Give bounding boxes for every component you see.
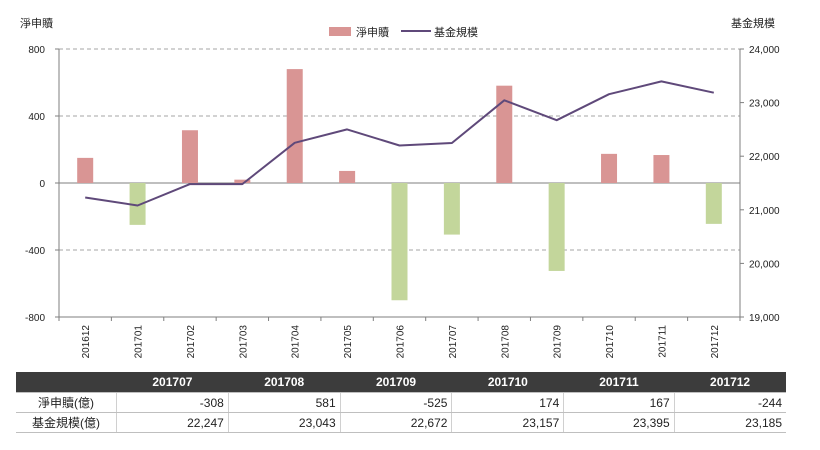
left-tick-label: 400 <box>28 112 45 123</box>
table-cell: 167 <box>563 392 675 413</box>
fund-flow-chart: 淨申贖 基金規模 淨申贖 基金規模 800 400 0 -400 -800 24,000 2… <box>20 16 780 358</box>
bar-201707 <box>443 183 460 235</box>
x-tick-label: 201703 <box>238 325 249 359</box>
table-cell: 23,395 <box>563 412 675 433</box>
left-tick-label: 0 <box>39 179 45 190</box>
table-cell: -244 <box>673 392 786 413</box>
left-tick-label: 800 <box>28 45 45 56</box>
x-tick-label: 201708 <box>500 325 511 359</box>
axes <box>55 48 744 321</box>
bar-201706 <box>391 183 408 301</box>
x-tick-label: 201702 <box>186 325 197 359</box>
table-col-header: 201709 <box>340 372 452 393</box>
summary-table: 201707 201708 201709 201710 201711 20171… <box>16 372 786 433</box>
table-col-header: 201712 <box>674 372 786 393</box>
table-row: 基金規模(億) 22,247 23,043 22,672 23,157 23,3… <box>16 412 786 433</box>
table-cell: 23,157 <box>451 412 564 433</box>
right-tick-label: 23,000 <box>749 99 780 110</box>
right-tick-label: 19,000 <box>749 313 780 324</box>
table-col-header: 201707 <box>116 372 229 393</box>
right-tick-label: 20,000 <box>749 259 780 270</box>
x-tick-label: 201706 <box>396 325 407 359</box>
bar-series <box>77 69 722 301</box>
table-corner <box>16 372 117 393</box>
legend-bar-swatch <box>329 27 351 36</box>
bar-201702 <box>181 130 198 183</box>
left-axis-title: 淨申贖 <box>20 16 53 30</box>
row-label: 基金規模(億) <box>16 412 117 433</box>
bar-201712 <box>705 183 722 224</box>
table-col-header: 201708 <box>228 372 341 393</box>
bar-201701 <box>129 183 146 225</box>
legend-label-net: 淨申贖 <box>356 25 389 39</box>
right-axis-title: 基金規模 <box>731 16 775 30</box>
bar-201703 <box>234 179 251 183</box>
table-cell: -525 <box>339 392 452 413</box>
x-tick-label: 201704 <box>291 325 302 359</box>
x-tick-label: 201709 <box>553 325 564 359</box>
table-cell: 23,185 <box>673 412 786 433</box>
bar-201710 <box>601 153 618 183</box>
left-tick-label: -400 <box>25 246 45 257</box>
right-tick-label: 21,000 <box>749 206 780 217</box>
bar-201704 <box>286 69 303 183</box>
row-label: 淨申贖(億) <box>16 392 117 413</box>
table-col-header: 201710 <box>451 372 564 393</box>
table-cell: 22,247 <box>116 412 229 433</box>
legend-label-size: 基金規模 <box>434 25 478 39</box>
table-cell: 23,043 <box>227 412 341 433</box>
x-tick-label: 201707 <box>448 325 459 359</box>
line-series <box>85 80 715 207</box>
right-tick-label: 22,000 <box>749 152 780 163</box>
table-cell: 22,672 <box>339 412 452 433</box>
table-cell: 581 <box>227 392 341 413</box>
right-tick-label: 24,000 <box>749 45 780 56</box>
table-col-header: 201711 <box>563 372 675 393</box>
x-tick-label: 201612 <box>81 325 92 359</box>
x-tick-label: 201712 <box>710 325 721 359</box>
table-cell: 174 <box>451 392 564 413</box>
bar-201711 <box>653 155 670 183</box>
bar-201612 <box>77 157 94 183</box>
tick-labels: 800 400 0 -400 -800 24,000 23,000 22,000 21,000 2… <box>25 45 780 358</box>
table-header-row: 201707 201708 201709 201710 201711 20171… <box>16 372 786 393</box>
x-tick-label: 201705 <box>343 325 354 359</box>
bar-201709 <box>548 183 565 271</box>
left-tick-label: -800 <box>25 313 45 324</box>
x-tick-label: 201710 <box>605 325 616 359</box>
x-tick-label: 201701 <box>134 325 145 359</box>
x-tick-label: 201711 <box>657 325 668 358</box>
fund-size-line <box>85 80 715 207</box>
bar-201708 <box>496 85 513 183</box>
table-row: 淨申贖(億) -308 581 -525 174 167 -244 <box>16 392 786 413</box>
table-cell: -308 <box>116 392 229 413</box>
legend: 淨申贖 基金規模 <box>329 25 478 39</box>
bar-201705 <box>339 170 356 183</box>
